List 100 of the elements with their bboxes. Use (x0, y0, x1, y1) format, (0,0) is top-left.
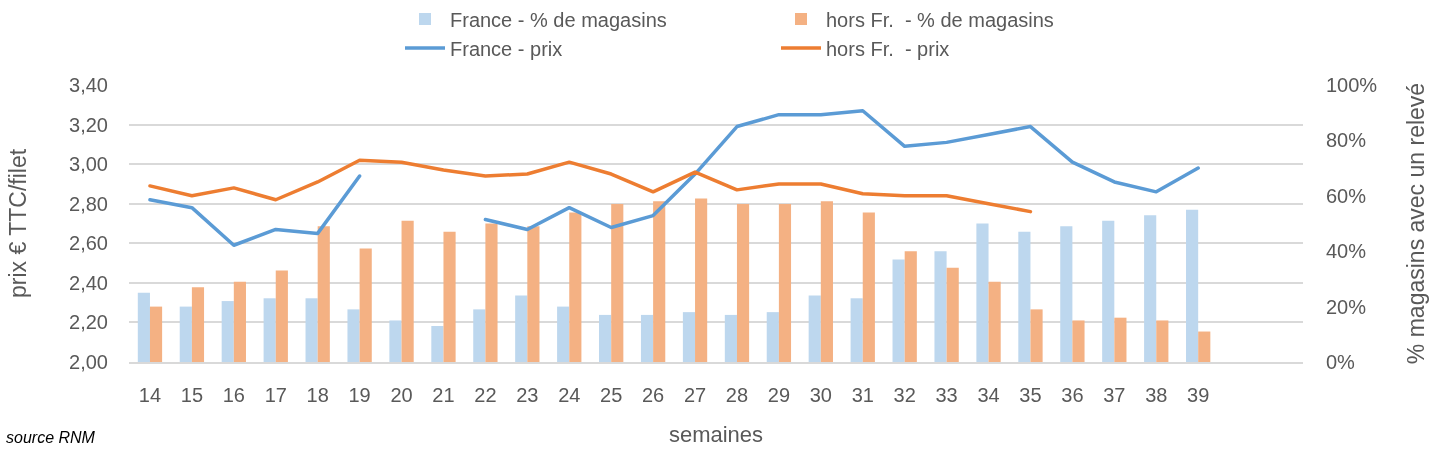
bar (892, 259, 905, 362)
y2-tick-label: 20% (1326, 295, 1367, 318)
bar (305, 298, 318, 362)
bar (191, 287, 205, 362)
x-tick-label: 23 (516, 383, 539, 406)
legend-label: France - % de magasins (450, 8, 667, 31)
source-note: source RNM (6, 429, 96, 446)
bar (640, 314, 654, 362)
legend-label: hors Fr. - % de magasins (826, 8, 1054, 31)
x-tick-label: 27 (683, 383, 707, 406)
x-tick-label: 32 (893, 383, 916, 406)
bar (820, 201, 833, 362)
legend-label: hors Fr. - prix (826, 37, 950, 60)
bar (431, 325, 444, 362)
bar (988, 281, 1001, 362)
bar (515, 295, 528, 362)
bar (653, 201, 666, 362)
bar (557, 306, 570, 362)
x-tick-label: 30 (809, 383, 832, 406)
bar (808, 295, 821, 362)
y-tick-label: 2,20 (69, 311, 108, 334)
bar (569, 212, 582, 362)
bar (946, 267, 959, 362)
bar (934, 251, 947, 362)
bar (1186, 209, 1199, 362)
x-tick-label: 24 (558, 383, 581, 406)
bar (850, 298, 863, 362)
legend-label: France - prix (450, 37, 563, 60)
y2-tick-label: 60% (1326, 184, 1367, 207)
x-tick-label: 15 (180, 383, 204, 406)
y-tick-label: 2,80 (69, 192, 108, 215)
bar (695, 198, 708, 362)
bar (473, 309, 486, 362)
x-tick-label: 33 (935, 383, 958, 406)
x-tick-label: 36 (1061, 383, 1084, 406)
bar (1156, 320, 1169, 362)
x-tick-label: 39 (1187, 383, 1210, 406)
bar (1144, 215, 1157, 362)
bar (736, 204, 750, 362)
x-tick-label: 25 (600, 383, 623, 406)
bar (1030, 309, 1043, 362)
line-series (148, 158, 1033, 214)
y-tick-label: 3,00 (69, 153, 108, 176)
x-tick-label: 35 (1019, 383, 1042, 406)
bar (317, 226, 330, 362)
bar (359, 248, 372, 362)
bar (724, 314, 737, 362)
y-tick-label: 2,40 (69, 271, 108, 294)
x-axis-title: semaines (668, 422, 764, 448)
x-tick-label: 20 (390, 383, 413, 406)
x-tick-label: 22 (474, 383, 497, 406)
y2-tick-label: 80% (1326, 129, 1367, 152)
x-tick-label: 37 (1103, 383, 1126, 406)
bar (1198, 331, 1211, 362)
bar (976, 223, 989, 362)
bar (443, 231, 456, 362)
x-tick-label: 38 (1145, 383, 1168, 406)
y2-tick-label: 40% (1326, 240, 1367, 263)
bar (527, 226, 540, 362)
bar (275, 270, 288, 362)
x-tick-label: 18 (306, 383, 329, 406)
y-tick-label: 3,40 (69, 74, 108, 96)
y-tick-label: 2,00 (69, 351, 108, 373)
bar (233, 281, 246, 362)
y-axis-title: prix € TTC/filet (4, 148, 31, 299)
x-tick-label: 29 (767, 383, 791, 406)
y2-tick-label: 0% (1326, 351, 1356, 373)
x-tick-label: 31 (851, 383, 874, 406)
bar (1060, 226, 1073, 362)
bar (347, 309, 360, 362)
bar (682, 312, 696, 362)
bar (149, 306, 163, 362)
bar (766, 312, 779, 362)
bar (401, 220, 414, 362)
y2-tick-label: 100% (1326, 74, 1378, 96)
x-tick-label: 17 (264, 383, 287, 406)
y-tick-label: 2,60 (69, 232, 108, 255)
bar (599, 314, 612, 362)
bar (389, 320, 402, 362)
bar (1072, 320, 1085, 362)
bar (221, 301, 234, 362)
x-tick-label: 16 (222, 383, 245, 406)
x-tick-label: 28 (725, 383, 749, 406)
x-tick-label: 26 (641, 383, 665, 406)
bar (485, 223, 498, 362)
bar (1114, 317, 1127, 362)
bar (778, 204, 792, 362)
x-tick-label: 21 (432, 383, 455, 406)
bar (263, 298, 276, 362)
y2-axis-title: % magasins avec un relevé (1402, 82, 1429, 365)
bar (137, 292, 150, 362)
bar (862, 212, 875, 362)
y-tick-label: 3,20 (69, 113, 108, 136)
x-tick-label: 19 (348, 383, 371, 406)
bar (611, 204, 624, 362)
x-tick-label: 14 (138, 383, 162, 406)
bar (1102, 220, 1115, 362)
bar (1018, 231, 1031, 362)
x-tick-label: 34 (977, 383, 1000, 406)
bar (179, 306, 192, 362)
